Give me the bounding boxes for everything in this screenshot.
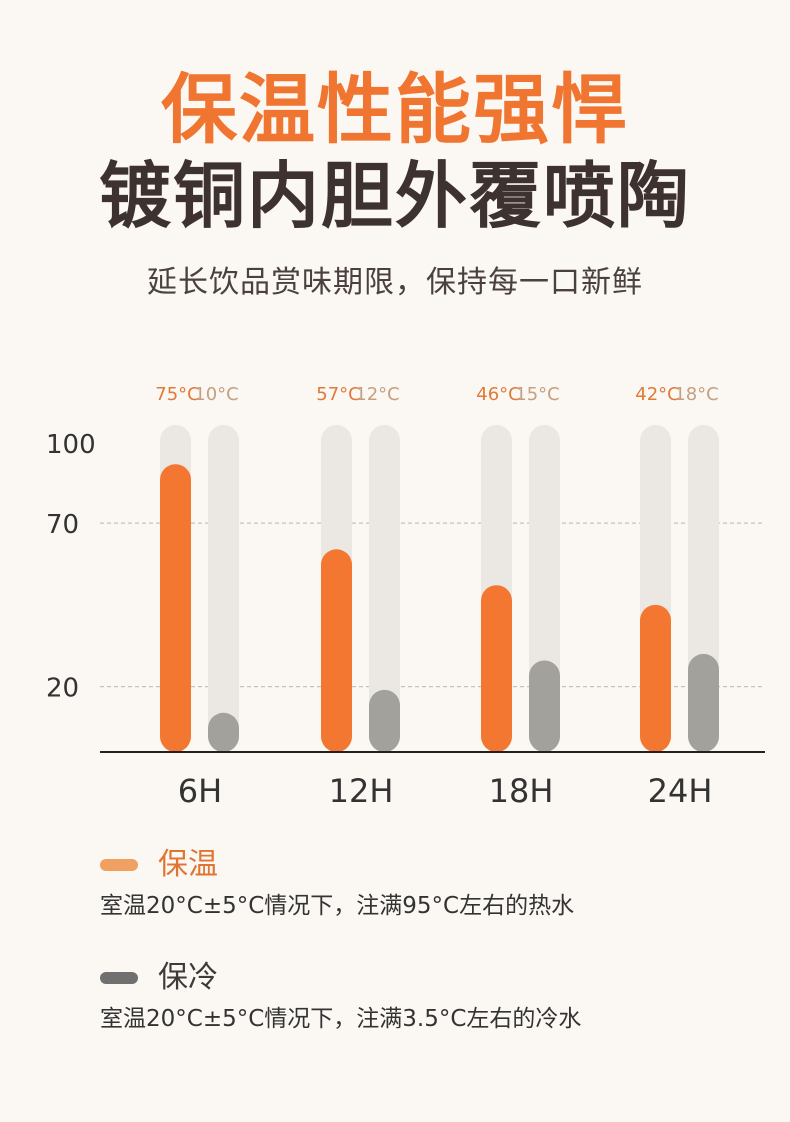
hot-temp-label: 46°C — [476, 384, 520, 405]
subtitle: 延长饮品赏味期限，保持每一口新鲜 — [147, 265, 643, 300]
x-tick-label: 18H — [489, 772, 554, 810]
legend-cold-swatch — [100, 972, 138, 984]
bar-cold — [688, 653, 719, 752]
cold-temp-label: 15°C — [515, 384, 559, 405]
temperature-bar-chart: 75°C10°C 6H 57°C12°C 12H 46°C15°C 18H 42°C18°C… — [46, 384, 765, 810]
legend-cold-label: 保冷 — [158, 960, 218, 995]
hot-temp-label: 57°C — [316, 384, 360, 405]
legend-hot-label: 保温 — [158, 847, 218, 882]
y-tick-label: 20 — [46, 674, 79, 704]
title-line-1: 保温性能强悍 — [161, 65, 629, 154]
bar-cold — [529, 660, 560, 752]
cold-temp-label: 12°C — [355, 384, 399, 405]
bar-hot — [321, 549, 352, 752]
cold-temp-label: 18°C — [674, 384, 718, 405]
legend-cold-desc: 室温20°C±5°C情况下，注满3.5°C左右的冷水 — [100, 1006, 582, 1032]
cold-temp-label: 10°C — [194, 384, 238, 405]
x-tick-label: 12H — [329, 772, 394, 810]
legend-hot-desc: 室温20°C±5°C情况下，注满95°C左右的热水 — [100, 893, 575, 919]
hot-temp-label: 75°C — [155, 384, 199, 405]
bar-hot — [160, 464, 191, 752]
bar-track — [208, 425, 239, 752]
bar-hot — [481, 585, 512, 752]
legend-hot-swatch — [100, 859, 138, 871]
x-tick-label: 6H — [178, 772, 222, 810]
bar-track — [369, 425, 400, 752]
y-tick-label: 100 — [46, 430, 96, 460]
bar-cold — [208, 712, 239, 752]
bar-cold — [369, 689, 400, 752]
legend-cold: 保冷 — [100, 963, 218, 993]
legend-hot: 保温 — [100, 850, 218, 880]
title-line-2: 镀铜内胆外覆喷陶 — [98, 154, 691, 238]
x-tick-label: 24H — [648, 772, 713, 810]
hot-temp-label: 42°C — [635, 384, 679, 405]
y-tick-label: 70 — [46, 510, 79, 540]
bar-hot — [640, 604, 671, 752]
